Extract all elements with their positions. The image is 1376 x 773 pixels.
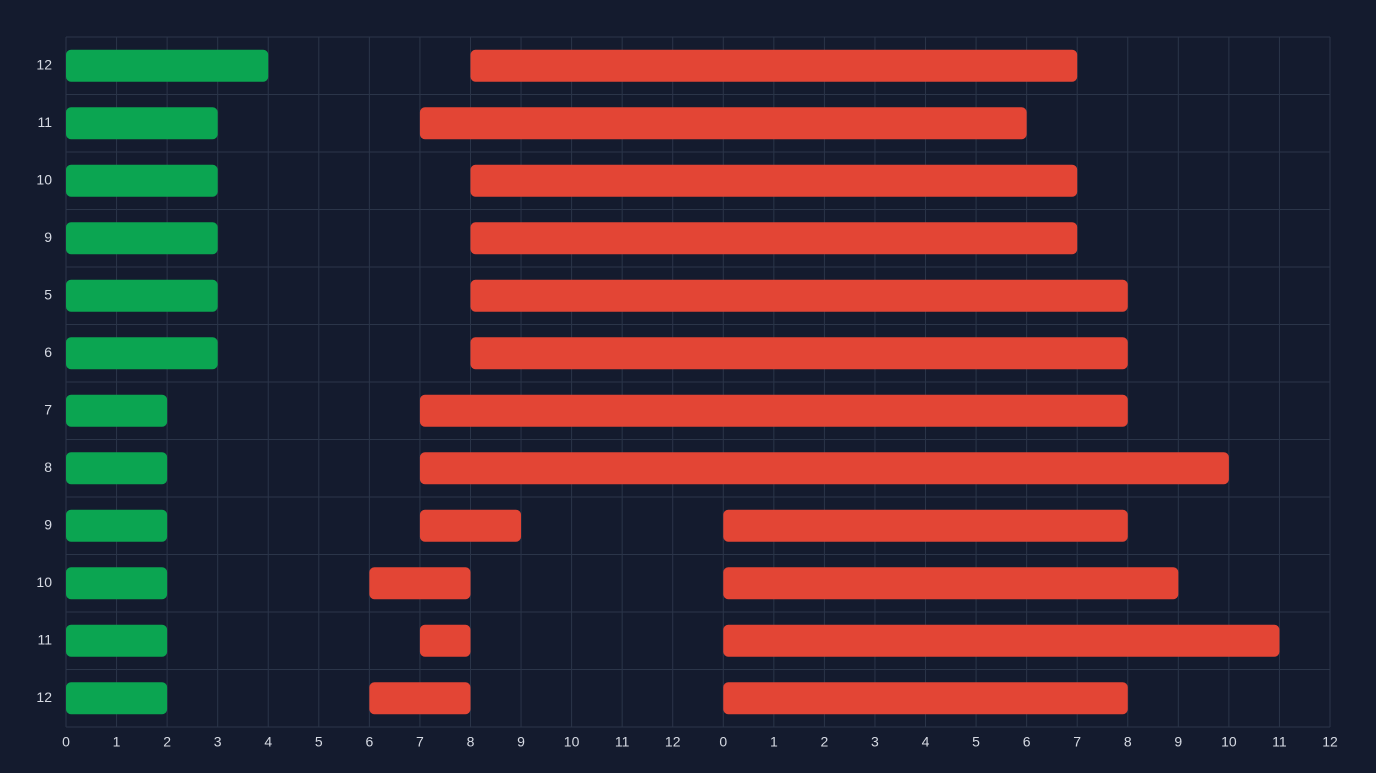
x-tick-label: 5: [315, 734, 323, 750]
bar: [66, 49, 269, 82]
bar: [66, 624, 168, 657]
y-tick-label: 11: [37, 114, 52, 130]
bar: [66, 567, 168, 600]
bar: [470, 279, 1128, 312]
bar: [419, 394, 1128, 427]
bar: [66, 394, 168, 427]
bar: [470, 49, 1078, 82]
x-tick-label: 5: [972, 734, 980, 750]
bar: [470, 164, 1078, 197]
y-tick-label: 12: [36, 56, 52, 72]
y-tick-label: 11: [37, 631, 52, 647]
bar: [419, 107, 1027, 140]
y-tick-label: 8: [44, 459, 52, 475]
x-tick-label: 3: [214, 734, 222, 750]
bar: [66, 682, 168, 715]
x-tick-label: 6: [1023, 734, 1031, 750]
y-tick-label: 10: [36, 574, 52, 590]
y-tick-label: 7: [44, 401, 52, 417]
bar: [470, 337, 1128, 370]
y-tick-label: 6: [44, 344, 52, 360]
x-tick-label: 9: [517, 734, 525, 750]
x-tick-label: 3: [871, 734, 879, 750]
bar: [470, 222, 1078, 255]
bar: [419, 624, 471, 657]
bar: [66, 279, 218, 312]
x-tick-label: 12: [665, 734, 681, 750]
x-tick-label: 7: [416, 734, 424, 750]
y-tick-label: 5: [44, 286, 52, 302]
x-tick-label: 2: [163, 734, 171, 750]
x-tick-label: 6: [365, 734, 373, 750]
bar: [66, 107, 218, 140]
x-tick-label: 1: [113, 734, 121, 750]
bar: [369, 682, 471, 715]
x-tick-label: 11: [1272, 734, 1287, 750]
x-tick-label: 9: [1174, 734, 1182, 750]
bar: [723, 567, 1179, 600]
bar: [419, 452, 1229, 485]
x-tick-label: 2: [821, 734, 829, 750]
y-tick-label: 9: [44, 516, 52, 532]
x-tick-label: 8: [467, 734, 475, 750]
bar: [66, 509, 168, 542]
bar: [66, 452, 168, 485]
x-tick-label: 10: [564, 734, 580, 750]
bar: [723, 624, 1280, 657]
y-tick-label: 10: [36, 171, 52, 187]
x-tick-label: 7: [1073, 734, 1081, 750]
bar: [66, 164, 218, 197]
y-tick-label: 9: [44, 229, 52, 245]
bar: [66, 337, 218, 370]
x-tick-label: 4: [922, 734, 930, 750]
bar: [419, 509, 522, 542]
x-tick-label: 1: [770, 734, 778, 750]
x-tick-label: 10: [1221, 734, 1237, 750]
bar: [369, 567, 471, 600]
x-tick-label: 12: [1322, 734, 1338, 750]
bar: [66, 222, 218, 255]
x-tick-label: 0: [719, 734, 727, 750]
bar: [723, 682, 1128, 715]
bar: [723, 509, 1128, 542]
x-tick-label: 4: [264, 734, 272, 750]
x-tick-label: 11: [615, 734, 630, 750]
x-tick-label: 8: [1124, 734, 1132, 750]
y-tick-label: 12: [36, 689, 52, 705]
x-tick-label: 0: [62, 734, 70, 750]
